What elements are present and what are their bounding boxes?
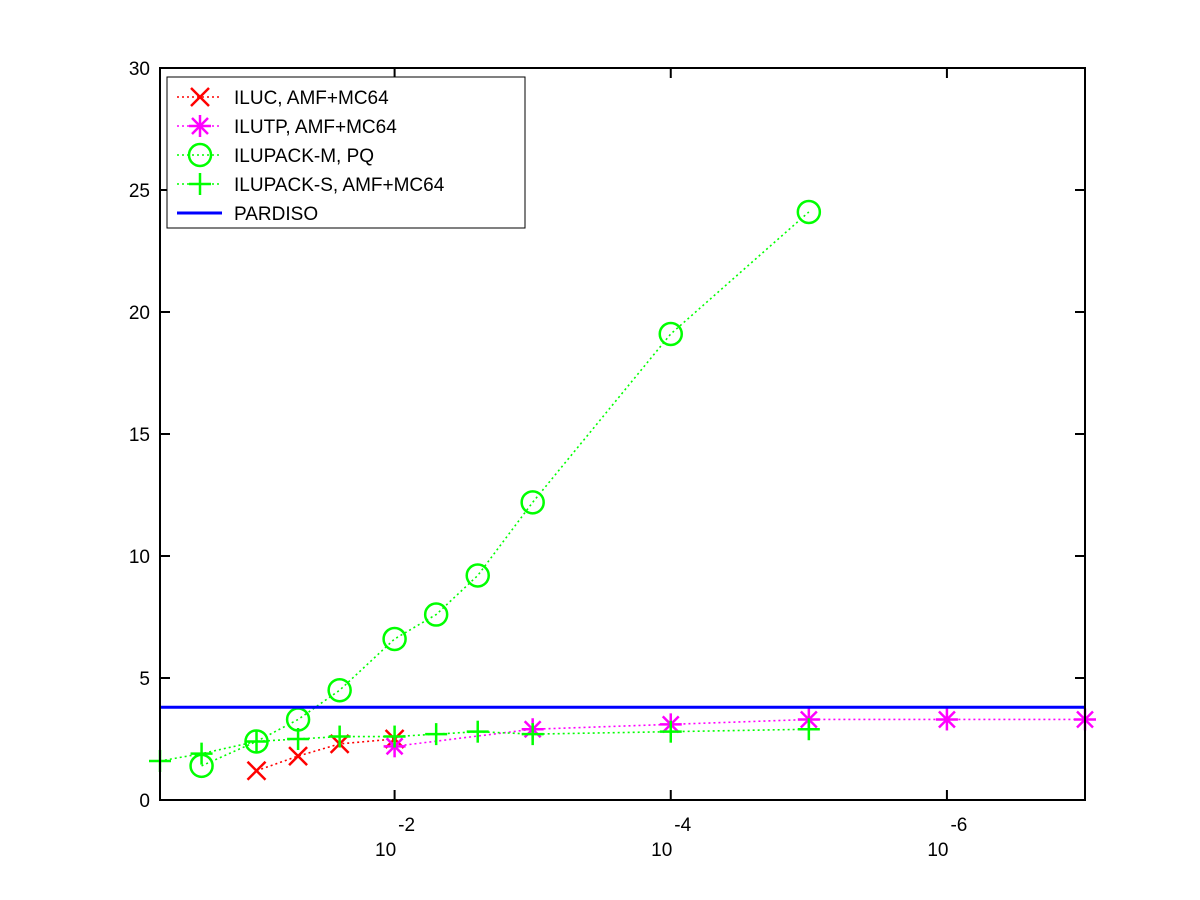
series-3-point-9 [659, 720, 682, 743]
x-tick-label-base-2: 10 [927, 840, 948, 861]
legend: ILUC, AMF+MC64 ILUTP, AMF+MC64 ILUPACK-M, … [166, 76, 526, 229]
series-2-point-4 [382, 626, 407, 652]
legend-marker-1 [189, 115, 211, 137]
series-0-point-1 [288, 746, 308, 766]
series-1-point-4 [935, 708, 958, 731]
y-tick-label-3: 15 [129, 425, 150, 446]
series-3-point-6 [425, 723, 448, 746]
series-3-point-4 [328, 725, 351, 748]
legend-marker-3 [189, 173, 211, 195]
series-3-point-1 [190, 742, 213, 765]
legend-marker-2 [187, 142, 213, 168]
series-2-point-8 [658, 321, 684, 347]
legend-item-4: PARDISO [177, 204, 318, 225]
y-tick-label-0: 0 [139, 791, 150, 812]
series-3-point-2 [245, 730, 268, 753]
legend-item-1: ILUTP, AMF+MC64 [177, 115, 397, 138]
series-3-point-7 [466, 720, 489, 743]
y-tick-label-6: 30 [129, 59, 150, 80]
y-tick-label-5: 25 [129, 181, 150, 202]
y-tick-label-4: 20 [129, 303, 150, 324]
legend-marker-0 [190, 87, 210, 107]
series-line-1 [394, 718, 1085, 748]
series-2 [189, 199, 822, 779]
series-2-point-9 [796, 199, 822, 225]
legend-box [166, 76, 526, 229]
x-tick-label-exponent-0: -2 [398, 815, 415, 836]
legend-item-3: ILUPACK-S, AMF+MC64 [177, 173, 445, 196]
series-line-2 [201, 211, 810, 767]
y-tick-label-1: 5 [139, 669, 150, 690]
series-line-0 [256, 738, 395, 772]
legend-label-1: ILUTP, AMF+MC64 [234, 117, 397, 138]
series-2-point-2 [285, 707, 311, 732]
series-3-point-3 [287, 728, 310, 750]
legend-label-4: PARDISO [234, 204, 318, 225]
x-tick-label-base-0: 10 [375, 840, 396, 861]
x-tick-label-exponent-1: -4 [674, 815, 691, 836]
legend-item-2: ILUPACK-M, PQ [177, 142, 374, 168]
legend-item-0: ILUC, AMF+MC64 [177, 87, 389, 109]
x-tick-label-base-1: 10 [651, 840, 672, 861]
x-tick-label-exponent-2: -6 [950, 815, 967, 836]
series-0-point-0 [246, 760, 267, 781]
series-3-point-10 [797, 718, 820, 741]
series-layer [149, 199, 1096, 781]
legend-label-0: ILUC, AMF+MC64 [234, 88, 389, 109]
legend-label-2: ILUPACK-M, PQ [234, 146, 374, 167]
series-3-point-8 [521, 723, 544, 746]
series-2-point-5 [423, 602, 449, 627]
series-0 [246, 729, 405, 781]
y-tick-label-2: 10 [129, 547, 150, 568]
series-2-point-6 [465, 563, 490, 588]
series-1 [383, 708, 1096, 758]
series-2-point-7 [520, 490, 545, 515]
legend-label-3: ILUPACK-S, AMF+MC64 [234, 175, 445, 196]
series-2-point-3 [327, 677, 352, 703]
series-3-point-5 [383, 725, 406, 748]
